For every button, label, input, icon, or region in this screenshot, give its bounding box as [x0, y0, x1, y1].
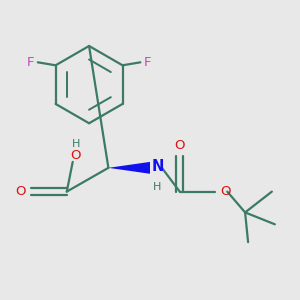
Text: F: F: [144, 56, 152, 69]
Text: O: O: [70, 149, 81, 162]
Text: H: H: [71, 139, 80, 149]
Text: O: O: [16, 185, 26, 198]
Text: F: F: [27, 56, 34, 69]
Text: O: O: [175, 139, 185, 152]
Text: O: O: [220, 185, 231, 198]
Text: N: N: [151, 159, 164, 174]
Polygon shape: [108, 162, 150, 174]
Text: H: H: [153, 182, 162, 192]
